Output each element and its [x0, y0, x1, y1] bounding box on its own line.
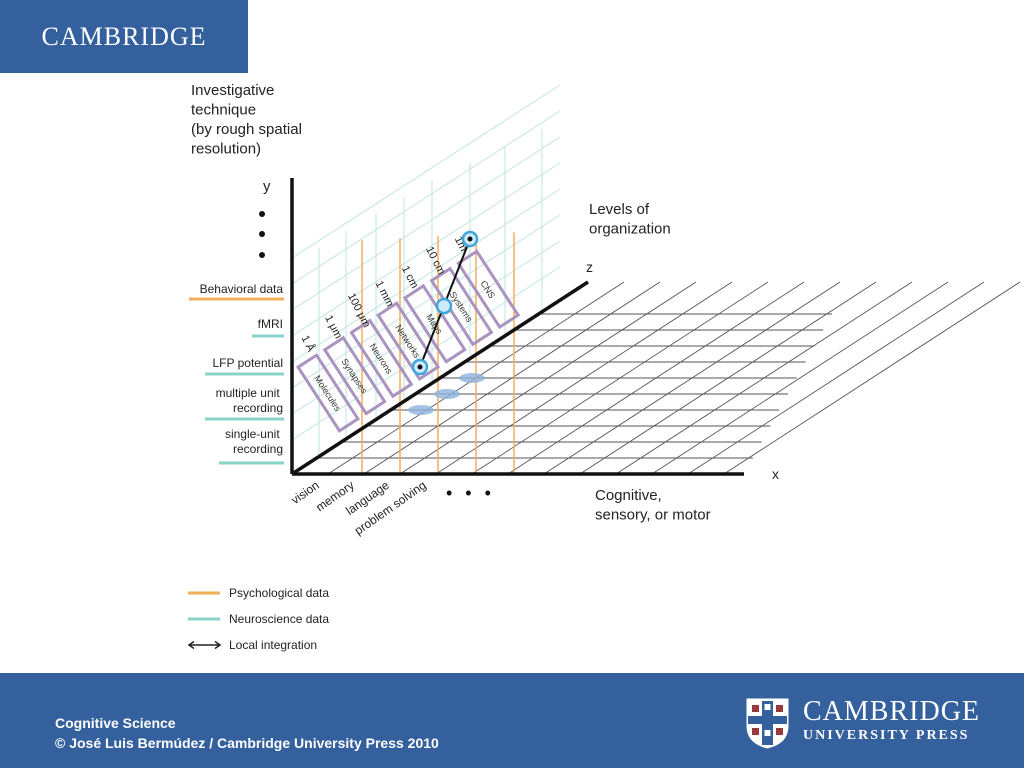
floor-grid-line: [435, 281, 733, 475]
legend-label-neuroscience: Neuroscience data: [229, 612, 329, 626]
floor-grid-line: [723, 281, 1021, 475]
level-box-frame: [322, 335, 387, 416]
legend-label-integration: Local integration: [229, 638, 317, 652]
cambridge-shield-icon: [745, 697, 790, 750]
floor-ellipses: [408, 373, 485, 415]
x-axis-title: Cognitive, sensory, or motor: [595, 487, 711, 524]
wall-grid-line: [291, 84, 561, 259]
y-axis-letter: y: [263, 178, 271, 195]
technique-label-fmri: fMRI: [258, 317, 283, 331]
footer-credit: Cognitive Science © José Luis Bermúdez /…: [55, 713, 439, 753]
level-label: Neurons: [368, 342, 395, 376]
level-box-frame: [349, 318, 414, 399]
level-label: Synapses: [339, 357, 369, 396]
domain-labels: vision memory language problem solving: [289, 478, 429, 538]
technique-labels: Behavioral data fMRI LFP potential multi…: [189, 282, 284, 465]
level-box-frame: [376, 301, 441, 382]
floor-grid: [316, 281, 1021, 475]
technique-label-multiunit: multiple unit recording: [216, 386, 283, 415]
scale-label: 100 μm: [345, 291, 372, 329]
press-logo-line2: UNIVERSITY PRESS: [803, 728, 970, 743]
level-box-frame: [402, 283, 467, 364]
floor-grid-line: [363, 281, 661, 475]
press-logo-line1: CAMBRIDGE: [803, 696, 981, 727]
floor-grid-line: [651, 281, 949, 475]
technique-label-behavioral: Behavioral data: [200, 282, 284, 296]
cambridge-logo-top: CAMBRIDGE: [0, 0, 248, 73]
footer-title: Cognitive Science: [55, 715, 176, 731]
scale-label: 1 Å: [299, 333, 318, 354]
y-axis-title: Investigative technique (by rough spatia…: [191, 82, 306, 158]
legend: Psychological data Neuroscience data Loc…: [187, 586, 329, 652]
floor-grid-line: [471, 281, 769, 475]
floor-grid-line: [615, 281, 913, 475]
scale-label: 1 cm: [399, 264, 421, 291]
floor-grid-line: [687, 281, 985, 475]
wall-grid-line: [291, 188, 561, 363]
level-box-frame: [429, 266, 494, 347]
scale-label: 10 cm: [423, 245, 447, 277]
wall-grid-line: [291, 110, 561, 285]
legend-label-psychological: Psychological data: [229, 586, 329, 600]
local-integration-arrow: [411, 230, 479, 376]
floor-grid-line: [579, 281, 877, 475]
z-axis-letter: z: [586, 259, 593, 275]
logo-text: CAMBRIDGE: [41, 21, 207, 51]
floor-ellipse: [459, 373, 485, 383]
floor-ellipse: [408, 405, 434, 415]
level-box-frame: [456, 249, 521, 330]
z-axis-title: Levels of organization: [589, 201, 671, 238]
level-label: Networks: [393, 323, 422, 360]
x-continuation-dots: • • •: [446, 483, 495, 503]
level-box-frame: [296, 353, 360, 433]
floor-grid-line: [399, 281, 697, 475]
wall-grid-line: [291, 214, 561, 389]
floor-ellipse: [434, 389, 460, 399]
footer-copyright: © José Luis Bermúdez / Cambridge Univers…: [55, 735, 439, 751]
floor-grid-line: [543, 281, 841, 475]
wall-grid-line: [291, 136, 561, 311]
technique-label-singleunit: single-unit recording: [225, 427, 283, 456]
cambridge-university-press-logo: CAMBRIDGE UNIVERSITY PRESS: [803, 697, 980, 745]
legend-double-arrow-icon: [187, 640, 222, 650]
y-continuation-dots: [259, 211, 265, 258]
wall-grid: [291, 84, 561, 457]
z-axis: [291, 280, 589, 476]
scale-label: 1 μm: [322, 313, 344, 340]
x-axis-letter: x: [772, 466, 779, 482]
floor-grid-line: [507, 281, 805, 475]
footer: Cognitive Science © José Luis Bermúdez /…: [0, 673, 1024, 768]
wall-grid-line: [291, 162, 561, 337]
integration-marker: [435, 297, 453, 315]
technique-label-lfp: LFP potential: [213, 356, 284, 370]
